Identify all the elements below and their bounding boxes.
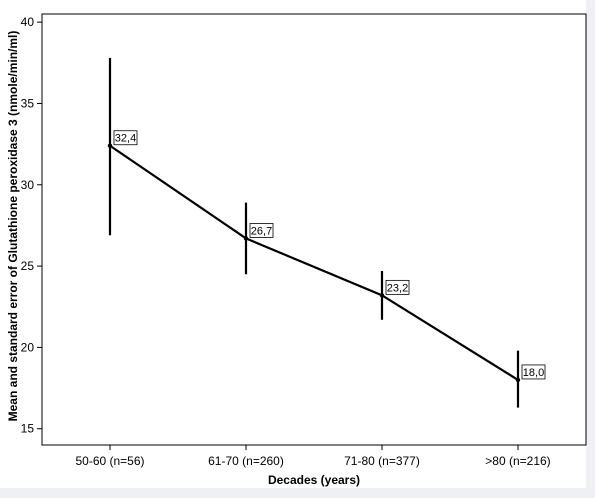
data-point [107,143,113,148]
y-tick-label: 40 [21,15,35,29]
plot-frame [41,13,587,446]
y-tick-label: 20 [21,340,35,354]
y-axis-title: Mean and standard error of Glutathione p… [6,31,20,422]
data-label: 18,0 [521,364,546,380]
data-point [379,293,385,298]
data-label: 23,2 [385,279,410,295]
x-tick-label: 71-80 (n=377) [344,454,420,468]
data-labels: 32,4 26,7 23,2 18,0 [113,130,546,380]
y-tick-label: 30 [21,178,35,192]
data-points [107,143,521,383]
data-label-text: 26,7 [251,225,272,237]
data-label-box [385,279,410,295]
y-tick-label: 15 [21,422,35,436]
x-tick-label: 61-70 (n=260) [208,454,284,468]
y-axis: 15 20 25 30 35 40 [21,15,42,436]
x-tick-label: >80 (n=216) [485,454,550,468]
x-tick-label: 50-60 (n=56) [75,454,144,468]
y-tick-label: 25 [21,259,35,273]
data-label-text: 23,2 [387,282,408,294]
x-axis: 50-60 (n=56) 61-70 (n=260) 71-80 (n=377) >8… [75,445,551,468]
data-label-box [113,130,138,146]
chart-background [0,0,586,488]
data-label: 26,7 [249,223,274,238]
data-point [515,377,521,383]
y-tick-label: 35 [21,96,35,110]
data-label-box [521,364,546,380]
series-line [109,144,519,381]
data-label-text: 18,0 [523,367,544,379]
data-label: 32,4 [113,130,138,146]
data-label-text: 32,4 [115,133,136,145]
data-point [243,236,249,241]
data-label-box [249,223,274,238]
x-axis-title: Decades (years) [268,473,360,487]
